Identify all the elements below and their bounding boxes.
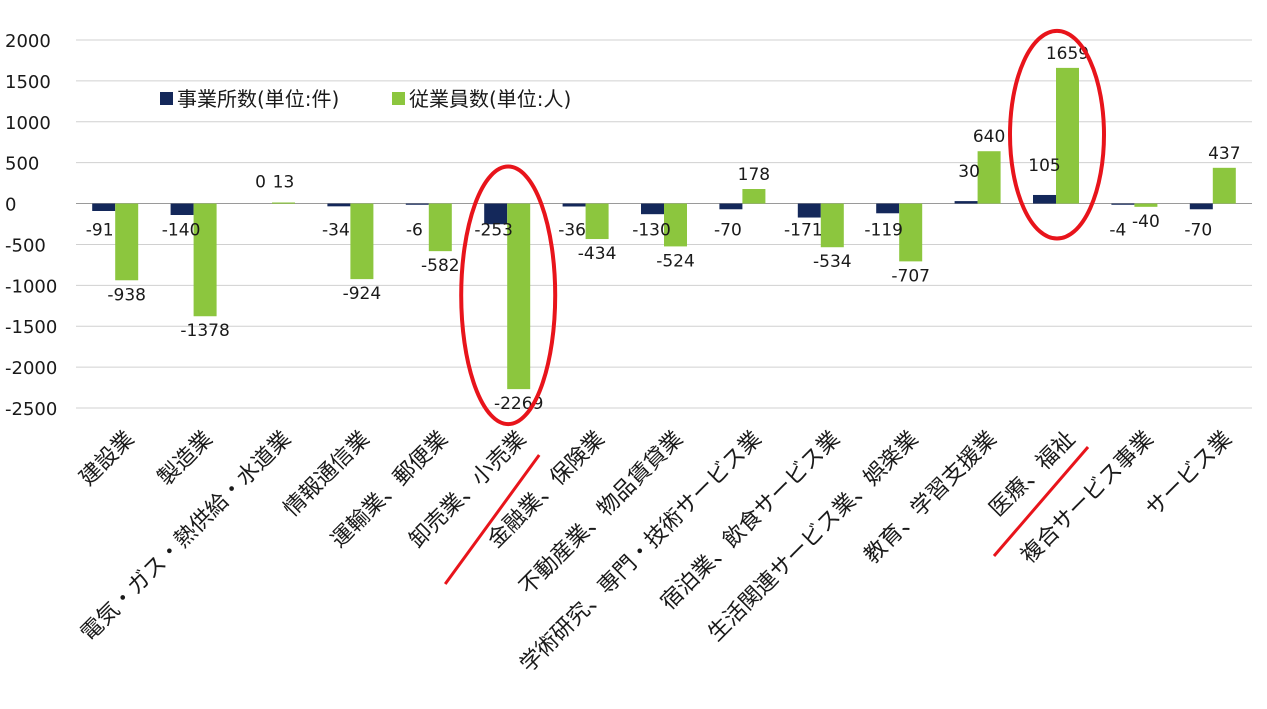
bar-offices — [484, 203, 508, 225]
category-label: 建設業 — [75, 427, 139, 491]
data-label-employees: -924 — [343, 284, 382, 304]
bar-offices — [876, 203, 900, 214]
y-tick-label: -1000 — [5, 276, 57, 297]
bar-employees — [1134, 203, 1158, 207]
legend-swatch — [160, 92, 173, 105]
data-label-offices: -70 — [1184, 221, 1212, 241]
y-tick-label: 1500 — [5, 72, 51, 93]
category-label: サービス業 — [1142, 427, 1237, 522]
data-label-offices: 30 — [958, 162, 980, 182]
data-label-employees: -582 — [421, 256, 460, 276]
bar-offices — [327, 203, 351, 207]
y-tick-label: 0 — [5, 195, 16, 216]
bar-offices — [719, 203, 743, 210]
category-label: 製造業 — [153, 427, 217, 491]
bar-employees — [350, 203, 374, 280]
data-label-offices: 0 — [255, 173, 266, 193]
bar-offices — [405, 203, 429, 205]
data-label-employees: 1659 — [1046, 44, 1089, 64]
data-label-employees: -524 — [656, 251, 695, 271]
highlight-underline — [443, 454, 541, 585]
bar-offices — [562, 203, 586, 207]
data-label-offices: -253 — [474, 221, 513, 241]
legend-label: 従業員数(単位:人) — [409, 87, 571, 111]
data-label-offices: -34 — [322, 221, 350, 241]
data-label-offices: -4 — [1109, 221, 1126, 241]
data-label-offices: -130 — [632, 221, 671, 241]
bar-employees — [272, 202, 295, 204]
legend-label: 事業所数(単位:件) — [177, 87, 339, 111]
data-label-employees: -534 — [813, 252, 852, 272]
x-axis: 建設業 製造業電気・ガス・熱供給・水道業情報通信業運輸業、郵便業卸売業、小売業金融… — [75, 427, 1237, 678]
bar-employees — [977, 151, 1001, 204]
bar-employees — [428, 203, 452, 252]
bar-offices — [1111, 203, 1135, 205]
data-label-offices: -6 — [406, 221, 423, 241]
bar-offices — [1189, 203, 1213, 210]
data-label-offices: -140 — [162, 221, 201, 241]
bar-employees — [1212, 167, 1236, 204]
bar-offices — [1033, 194, 1056, 204]
legend: 事業所数(単位:件) 従業員数(単位:人) — [160, 87, 571, 111]
data-label-employees: -40 — [1132, 212, 1160, 232]
bar-employees — [664, 203, 687, 247]
annotations — [443, 28, 1106, 585]
y-tick-label: -500 — [5, 235, 46, 256]
bar-offices — [92, 203, 116, 211]
data-label-employees: -938 — [107, 285, 146, 305]
y-tick-label: 500 — [5, 154, 39, 175]
data-label-employees: -707 — [891, 266, 930, 286]
bar-employees — [1056, 67, 1079, 204]
highlight-underline — [992, 446, 1090, 557]
y-tick-label: -1500 — [5, 317, 57, 338]
bar-offices — [797, 203, 821, 218]
category-label: 教育、学習支援業 — [860, 427, 1002, 569]
highlight-ellipse — [459, 164, 558, 427]
legend-swatch — [392, 92, 405, 105]
data-label-employees: -1378 — [180, 321, 229, 341]
y-tick-label: -2500 — [5, 399, 57, 420]
y-tick-label: -2000 — [5, 358, 57, 379]
bar-employees — [742, 188, 766, 204]
bar-employees — [820, 203, 844, 248]
y-tick-label: 2000 — [5, 31, 51, 52]
data-label-offices: -119 — [864, 221, 903, 241]
y-axis: 2000 1500 1000 500 0 -500 -1000 -1500 -2000 -2500 — [5, 31, 57, 420]
bar-employees — [193, 203, 217, 317]
data-label-offices: -91 — [86, 221, 114, 241]
data-label-employees: 13 — [273, 173, 295, 193]
bar-employees — [507, 203, 531, 390]
highlight-ellipse — [1008, 28, 1106, 241]
data-label-offices: -70 — [714, 221, 742, 241]
y-tick-label: 1000 — [5, 113, 51, 134]
bar-employees — [899, 203, 923, 262]
bar-employees — [585, 203, 609, 240]
data-label-employees: 178 — [738, 165, 770, 185]
data-label-employees: 640 — [973, 127, 1005, 147]
data-label-employees: -434 — [578, 244, 617, 264]
bar-employees — [115, 203, 139, 281]
bars — [92, 67, 1236, 390]
bar-offices — [641, 203, 664, 215]
data-label-offices: -36 — [558, 221, 586, 241]
bar-offices — [954, 201, 978, 204]
data-label-offices: 105 — [1028, 156, 1060, 176]
bar-offices — [170, 203, 194, 216]
data-label-offices: -171 — [784, 221, 823, 241]
data-label-employees: 437 — [1208, 144, 1240, 164]
